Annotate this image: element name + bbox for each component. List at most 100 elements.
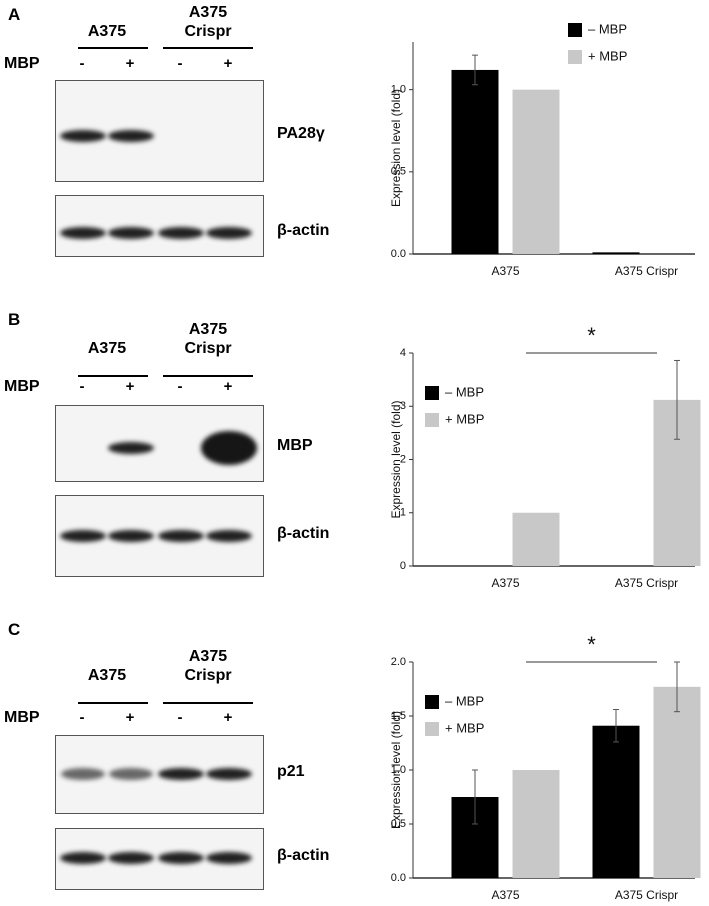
blot-band — [108, 442, 154, 454]
legend-label: – MBP — [588, 21, 627, 36]
significance-mark: * — [587, 632, 596, 657]
bar — [512, 89, 560, 255]
group-label: A375 Crispr — [184, 321, 232, 357]
x-tick-label: A375 Crispr — [615, 888, 678, 902]
significance-mark: * — [587, 323, 596, 348]
y-tick-label: 2 — [400, 453, 406, 465]
blot-band — [60, 227, 106, 239]
panel-letter: C — [8, 620, 21, 639]
group-label: A375 — [87, 23, 127, 40]
error-bar — [613, 709, 619, 743]
blot-band — [108, 852, 154, 864]
x-tick-label: A375 — [491, 264, 519, 278]
blot-band — [201, 431, 257, 465]
blot-image — [55, 80, 264, 182]
group-underline — [163, 47, 253, 49]
blot-image — [55, 195, 264, 257]
legend-label: – MBP — [445, 384, 484, 399]
y-tick-label: 0.0 — [391, 248, 406, 260]
blot-band — [60, 130, 106, 142]
group-label: A375 — [87, 340, 127, 357]
lane-label: - — [177, 55, 183, 72]
band-label: MBP — [277, 437, 313, 454]
y-tick-label: 0.0 — [391, 872, 406, 884]
panel-letter: A — [8, 5, 21, 24]
y-axis-label: Expression level (fold) — [389, 400, 403, 518]
panel-letter: B — [8, 310, 21, 329]
legend-swatch — [568, 50, 582, 64]
group-underline — [78, 375, 148, 377]
row-label: MBP — [4, 378, 40, 395]
y-tick-label: 0 — [400, 560, 406, 572]
blot-image — [55, 495, 264, 577]
y-tick-label: 0.5 — [391, 166, 406, 178]
bar — [512, 770, 560, 878]
blot-band — [206, 530, 252, 542]
legend-swatch — [425, 695, 439, 709]
group-label: A375 — [87, 667, 127, 684]
y-tick-label: 3 — [400, 400, 406, 412]
bar — [512, 512, 560, 566]
group-label: A375 Crispr — [184, 4, 232, 40]
y-tick-label: 1.0 — [391, 84, 406, 96]
y-axis-label: Expression level (fold) — [389, 89, 403, 207]
x-tick-label: A375 — [491, 888, 519, 902]
band-label: β-actin — [277, 222, 330, 239]
y-tick-label: 2.0 — [391, 656, 406, 668]
x-tick-label: A375 Crispr — [615, 264, 678, 278]
legend-swatch — [425, 386, 439, 400]
legend-label: + MBP — [445, 411, 484, 426]
y-tick-label: 1.0 — [391, 764, 406, 776]
blot-band — [61, 768, 105, 780]
error-bar — [472, 54, 478, 86]
blot-image — [55, 735, 264, 814]
blot-band — [206, 852, 252, 864]
legend-swatch — [425, 413, 439, 427]
bar — [592, 725, 640, 878]
blot-band — [60, 852, 106, 864]
group-label: A375 Crispr — [184, 648, 232, 684]
lane-label: - — [177, 709, 183, 726]
row-label: MBP — [4, 55, 40, 72]
blot-image — [55, 405, 264, 482]
legend-label: + MBP — [445, 720, 484, 735]
blot-band — [206, 768, 252, 780]
lane-label: + — [223, 55, 233, 72]
blot-band — [108, 530, 154, 542]
error-bar — [674, 359, 680, 440]
blot-band — [108, 130, 154, 142]
lane-label: + — [223, 378, 233, 395]
blot-image — [55, 828, 264, 890]
blot-band — [60, 530, 106, 542]
bar — [592, 252, 640, 254]
lane-label: - — [177, 378, 183, 395]
bar — [451, 69, 499, 254]
group-underline — [163, 375, 253, 377]
blot-band — [158, 852, 204, 864]
y-tick-label: 1 — [400, 507, 406, 519]
lane-label: + — [125, 55, 135, 72]
lane-label: - — [79, 709, 85, 726]
legend-label: + MBP — [588, 48, 627, 63]
group-underline — [78, 702, 148, 704]
blot-band — [206, 227, 252, 239]
band-label: p21 — [277, 763, 305, 780]
lane-label: + — [125, 378, 135, 395]
blot-band — [158, 530, 204, 542]
legend-label: – MBP — [445, 693, 484, 708]
legend-swatch — [425, 722, 439, 736]
error-bar — [674, 661, 680, 713]
lane-label: - — [79, 55, 85, 72]
group-underline — [163, 702, 253, 704]
legend-swatch — [568, 23, 582, 37]
chart: Expression level (fold) 0.0 0.5 1.0 A375 A375… — [389, 21, 695, 278]
y-tick-label: 1.5 — [391, 710, 406, 722]
lane-label: - — [79, 378, 85, 395]
blot-band — [158, 768, 204, 780]
blot-band — [158, 227, 204, 239]
lane-label: + — [125, 709, 135, 726]
x-tick-label: A375 — [491, 576, 519, 590]
band-label: β-actin — [277, 847, 330, 864]
y-tick-label: 4 — [400, 347, 406, 359]
